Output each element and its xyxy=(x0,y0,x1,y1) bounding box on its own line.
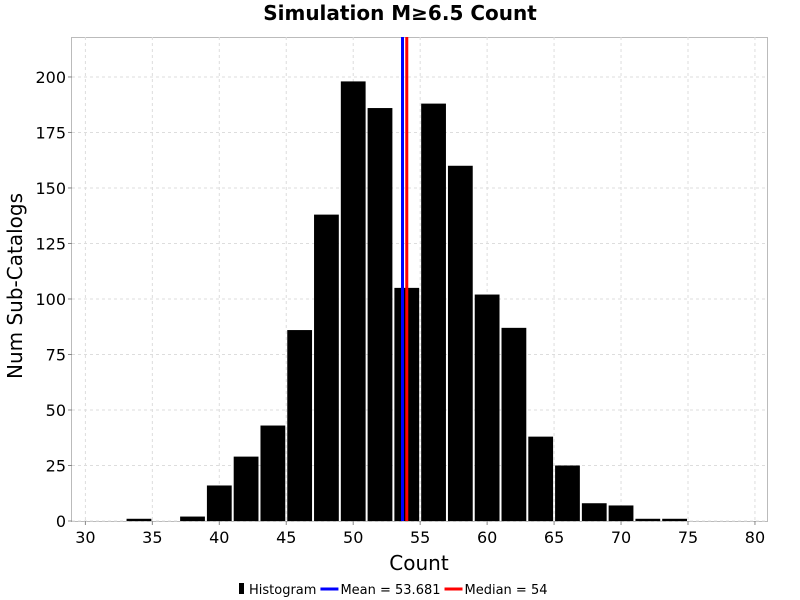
histogram-bars xyxy=(126,81,687,522)
y-tick-label: 125 xyxy=(35,234,66,253)
histogram-bar xyxy=(287,330,313,521)
legend-label: Histogram xyxy=(249,583,316,598)
histogram-bar xyxy=(635,518,661,521)
histogram-bar xyxy=(233,456,259,521)
y-tick-label: 100 xyxy=(35,290,66,309)
x-tick-label: 55 xyxy=(410,528,430,547)
histogram-bar xyxy=(206,485,232,521)
histogram-bar xyxy=(447,165,473,522)
histogram-bar xyxy=(314,214,339,521)
y-tick-label: 150 xyxy=(35,179,66,198)
x-tick-label: 70 xyxy=(611,528,631,547)
y-axis-ticks: 0 25 50 75 100 125 150 175 200 xyxy=(35,68,72,531)
x-tick-label: 45 xyxy=(276,528,296,547)
y-tick-label: 175 xyxy=(35,123,66,142)
y-tick-label: 200 xyxy=(35,68,66,87)
plot-area xyxy=(71,37,768,522)
legend: Histogram Mean = 53.681 Median = 54 xyxy=(239,583,548,598)
legend-label: Mean = 53.681 xyxy=(340,583,440,598)
x-tick-label: 35 xyxy=(142,528,162,547)
y-tick-label: 75 xyxy=(46,345,66,364)
reference-lines xyxy=(401,37,409,521)
legend-item: Mean = 53.681 xyxy=(320,583,441,598)
x-axis-label: Count xyxy=(389,551,449,575)
histogram-bar xyxy=(608,505,634,521)
histogram-bar xyxy=(474,294,500,521)
histogram-bar xyxy=(180,516,205,521)
histogram-bar xyxy=(555,465,580,521)
y-tick-label: 25 xyxy=(46,456,66,475)
x-tick-label: 60 xyxy=(477,528,497,547)
x-tick-label: 50 xyxy=(343,528,363,547)
histogram-bar xyxy=(662,518,687,521)
x-tick-label: 65 xyxy=(544,528,564,547)
histogram-bar xyxy=(340,81,366,521)
y-axis-label: Num Sub-Catalogs xyxy=(3,193,27,379)
x-tick-label: 75 xyxy=(678,528,698,547)
x-tick-label: 30 xyxy=(75,528,95,547)
histogram-bar xyxy=(126,518,152,521)
histogram-bar xyxy=(260,425,286,521)
histogram-bar xyxy=(528,436,554,521)
histogram-bar xyxy=(421,103,446,522)
histogram-bar xyxy=(501,327,527,521)
histogram-bar xyxy=(581,503,607,521)
y-tick-label: 50 xyxy=(46,401,66,420)
x-tick-label: 40 xyxy=(209,528,229,547)
histogram-bar xyxy=(367,108,393,521)
y-tick-label: 0 xyxy=(56,512,66,531)
x-tick-label: 80 xyxy=(745,528,765,547)
chart-title: Simulation M≥6.5 Count xyxy=(263,1,537,25)
x-axis-ticks: 30 35 40 45 50 55 60 65 70 75 80 xyxy=(75,521,765,547)
legend-swatch-histogram xyxy=(239,583,244,594)
legend-label: Median = 54 xyxy=(465,583,548,598)
legend-item: Histogram xyxy=(239,583,316,598)
legend-item: Median = 54 xyxy=(444,583,548,598)
